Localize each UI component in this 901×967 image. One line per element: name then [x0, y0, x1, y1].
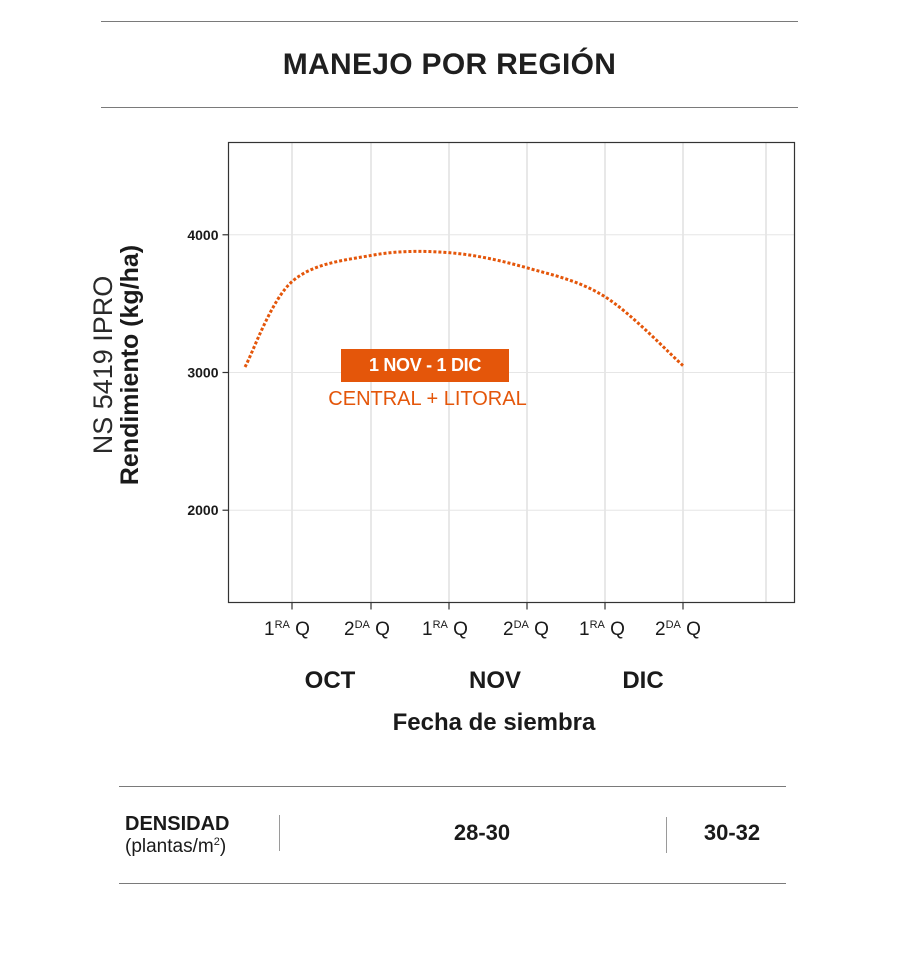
month-label-nov: NOV	[468, 667, 521, 694]
density-unit: (plantas/m2)	[125, 836, 227, 857]
y-tick-label: 3000	[187, 365, 218, 381]
density-top-rule	[119, 786, 786, 787]
y-axis-product-label: NS 5419 IPRO	[88, 275, 118, 455]
x-tick-label: 2DA Q	[655, 619, 701, 640]
density-separator	[279, 815, 280, 851]
density-separator	[666, 817, 667, 853]
month-label-oct: OCT	[304, 667, 356, 694]
x-tick-label: 1RA Q	[264, 619, 310, 640]
chart-grid	[228, 142, 795, 603]
y-axis-label: Rendimiento (kg/ha)	[116, 244, 144, 486]
region-label: CENTRAL + LITORAL	[328, 388, 527, 410]
density-bottom-rule	[119, 883, 786, 884]
x-tick-label: 2DA Q	[503, 619, 549, 640]
x-tick-label: 1RA Q	[579, 619, 625, 640]
title-top-rule	[101, 21, 798, 22]
density-label: DENSIDAD	[125, 813, 230, 835]
yield-curve	[243, 249, 684, 368]
x-tick-label: 1RA Q	[422, 619, 468, 640]
title-bottom-rule	[101, 107, 798, 108]
density-value-2: 30-32	[703, 820, 761, 845]
month-label-dic: DIC	[622, 667, 664, 694]
density-value-1: 28-30	[453, 820, 511, 845]
x-tick-label: 2DA Q	[344, 619, 390, 640]
x-axis-title: Fecha de siembra	[392, 709, 596, 736]
page-title: MANEJO POR REGIÓN	[282, 48, 617, 81]
y-axis-title: NS 5419 IPRO Rendimiento (kg/ha)	[70, 165, 150, 565]
sowing-window-badge: 1 NOV - 1 DIC	[341, 349, 509, 382]
y-tick-labels: 2000 3000 4000	[187, 227, 218, 518]
chart-ticks	[222, 234, 684, 610]
chart-series	[243, 249, 684, 368]
y-tick-label: 2000	[187, 502, 218, 518]
y-tick-label: 4000	[187, 227, 218, 243]
